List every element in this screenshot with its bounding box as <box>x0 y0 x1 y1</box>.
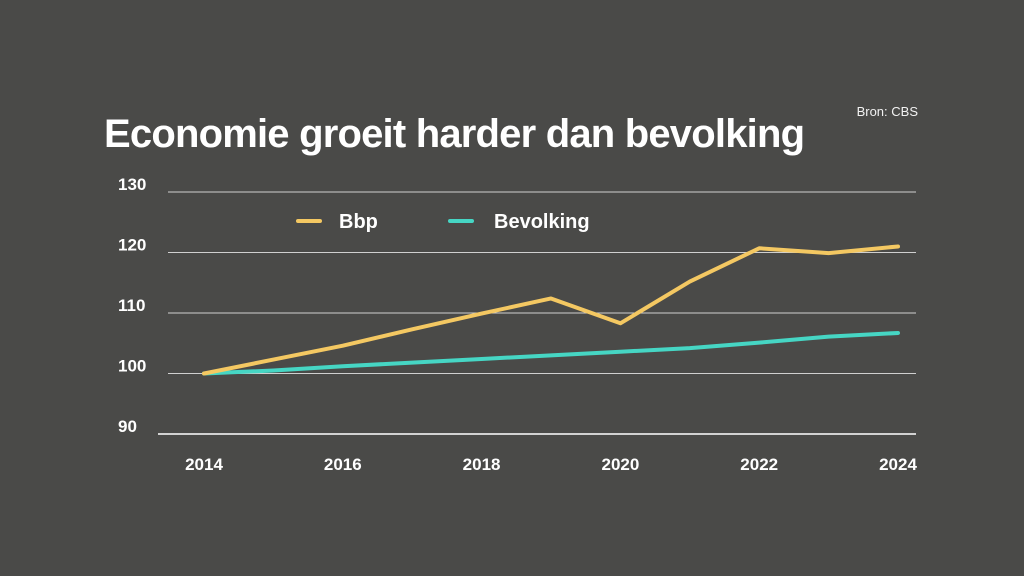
x-tick-label: 2014 <box>185 455 223 474</box>
x-tick-label: 2018 <box>463 455 501 474</box>
chart-title: Economie groeit harder dan bevolking <box>104 112 805 156</box>
y-tick-label: 120 <box>118 236 146 255</box>
x-tick-label: 2020 <box>601 455 639 474</box>
x-tick-label: 2016 <box>324 455 362 474</box>
y-tick-label: 90 <box>118 417 137 436</box>
y-tick-label: 110 <box>118 296 145 315</box>
x-tick-label: 2024 <box>879 455 917 474</box>
source-label: Bron: CBS <box>856 104 918 119</box>
x-axis-ticks: 2014 2016 2018 2020 2022 2024 <box>185 455 917 474</box>
y-tick-label: 130 <box>118 175 146 194</box>
y-tick-label: 100 <box>118 357 146 376</box>
legend-label-bevolking: Bevolking <box>494 211 590 233</box>
series-line-bevolking <box>202 330 900 376</box>
legend-label-bbp: Bbp <box>339 211 378 233</box>
x-tick-label: 2022 <box>740 455 778 474</box>
y-axis-ticks: 130 120 110 100 90 <box>118 175 146 436</box>
legend: Bbp Bevolking <box>296 211 590 233</box>
series-line-bbp <box>202 244 900 376</box>
series-lines <box>202 244 900 376</box>
